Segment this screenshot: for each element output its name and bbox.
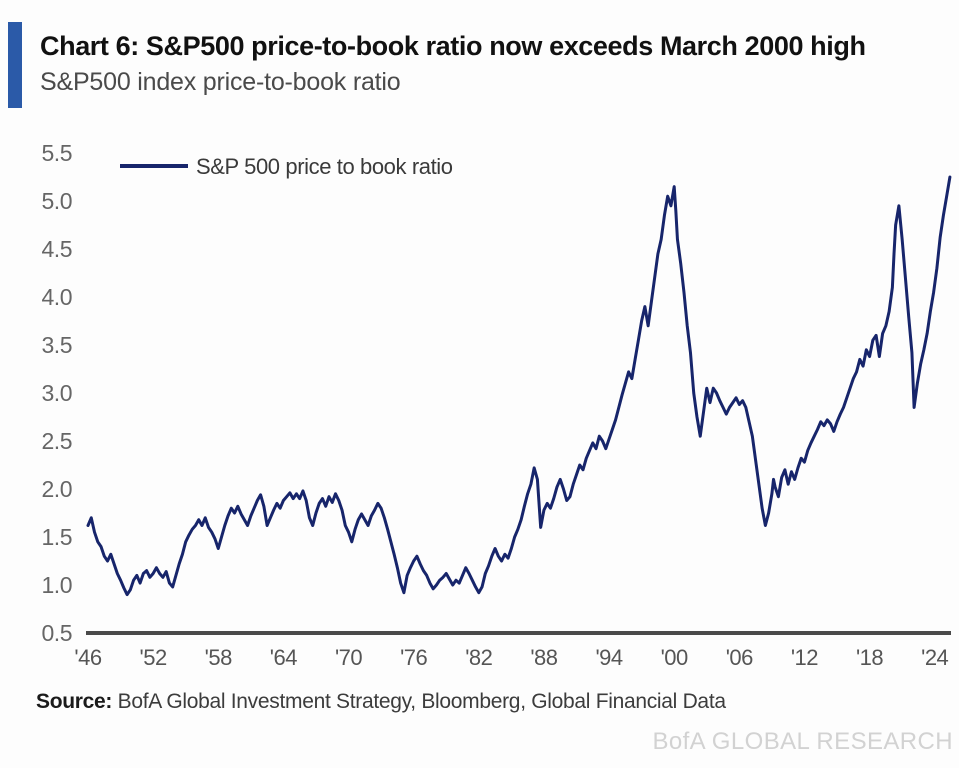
y-tick-label: 3.5 xyxy=(42,332,72,358)
watermark-text: BofA GLOBAL RESEARCH xyxy=(652,728,953,755)
page-subtitle: S&P500 index price-to-book ratio xyxy=(40,68,401,97)
x-tick-label: '18 xyxy=(856,645,883,670)
title-accent-bar xyxy=(8,22,22,108)
chart-header: Chart 6: S&P500 price-to-book ratio now … xyxy=(0,22,959,108)
chart-footer: Source: BofA Global Investment Strategy,… xyxy=(0,690,959,768)
line-chart: 0.5 1.0 1.5 2.0 2.5 3.0 3.5 4.0 4.5 5.0 5.5 '46 '52… xyxy=(42,140,952,670)
y-tick-label: 3.0 xyxy=(42,380,72,406)
x-tick-label: '88 xyxy=(530,645,557,670)
x-tick-label: '82 xyxy=(465,645,492,670)
x-tick-label: '24 xyxy=(921,645,948,670)
x-axis: '46 '52 '58 '64 '70 '76 '82 '88 '94 '00 '06 '12 '18 '… xyxy=(74,645,949,670)
chart-legend[interactable]: S&P 500 price to book ratio xyxy=(120,154,453,179)
x-tick-label: '46 xyxy=(74,645,101,670)
y-tick-label: 0.5 xyxy=(42,620,72,646)
y-tick-label: 5.5 xyxy=(42,140,72,166)
y-tick-label: 4.0 xyxy=(42,284,72,310)
data-line xyxy=(86,175,952,597)
x-tick-label: '64 xyxy=(270,645,297,670)
x-tick-label: '70 xyxy=(335,645,362,670)
legend-label: S&P 500 price to book ratio xyxy=(196,154,453,179)
y-tick-label: 5.0 xyxy=(42,188,72,214)
plot-area: 0.5 1.0 1.5 2.0 2.5 3.0 3.5 4.0 4.5 5.0 5.5 '46 '52… xyxy=(0,120,959,680)
title-block: Chart 6: S&P500 price-to-book ratio now … xyxy=(22,22,866,108)
y-tick-label: 2.0 xyxy=(42,476,72,502)
data-series-group xyxy=(86,175,952,597)
x-tick-label: '12 xyxy=(791,645,818,670)
x-tick-label: '52 xyxy=(140,645,167,670)
x-tick-label: '94 xyxy=(595,645,622,670)
y-tick-label: 2.5 xyxy=(42,428,72,454)
source-text: BofA Global Investment Strategy, Bloombe… xyxy=(112,690,726,713)
y-tick-label: 4.5 xyxy=(42,236,72,262)
x-tick-label: '00 xyxy=(661,645,688,670)
source-label: Source: xyxy=(36,690,113,713)
x-tick-label: '58 xyxy=(205,645,232,670)
x-tick-label: '76 xyxy=(400,645,427,670)
y-tick-label: 1.5 xyxy=(42,524,72,550)
x-tick-label: '06 xyxy=(726,645,753,670)
source-note: Source: BofA Global Investment Strategy,… xyxy=(36,690,726,714)
page-title: Chart 6: S&P500 price-to-book ratio now … xyxy=(40,31,866,62)
y-tick-label: 1.0 xyxy=(42,572,72,598)
y-axis: 0.5 1.0 1.5 2.0 2.5 3.0 3.5 4.0 4.5 5.0 5.5 xyxy=(42,140,73,646)
